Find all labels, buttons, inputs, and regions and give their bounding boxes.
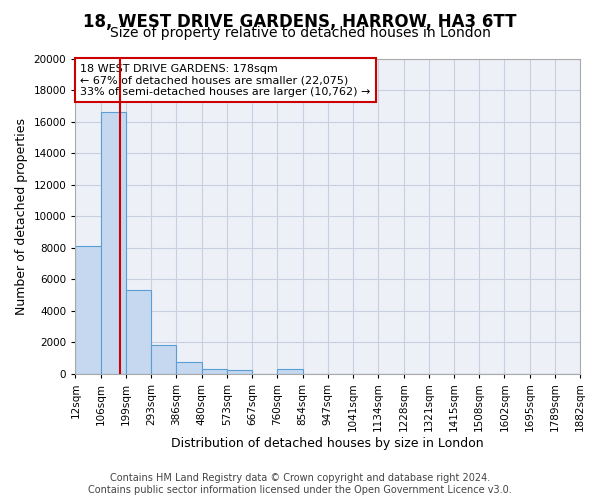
Y-axis label: Number of detached properties: Number of detached properties [15,118,28,315]
Bar [227,370,252,374]
Text: 18 WEST DRIVE GARDENS: 178sqm
← 67% of detached houses are smaller (22,075)
33% : 18 WEST DRIVE GARDENS: 178sqm ← 67% of d… [80,64,371,97]
Bar [277,370,302,374]
Text: Size of property relative to detached houses in London: Size of property relative to detached ho… [110,26,490,40]
Bar [76,246,101,374]
Bar [126,290,151,374]
X-axis label: Distribution of detached houses by size in London: Distribution of detached houses by size … [172,437,484,450]
Text: Contains HM Land Registry data © Crown copyright and database right 2024.
Contai: Contains HM Land Registry data © Crown c… [88,474,512,495]
Bar [101,112,126,374]
Text: 18, WEST DRIVE GARDENS, HARROW, HA3 6TT: 18, WEST DRIVE GARDENS, HARROW, HA3 6TT [83,12,517,30]
Bar [176,362,202,374]
Bar [151,344,176,374]
Bar [202,368,227,374]
